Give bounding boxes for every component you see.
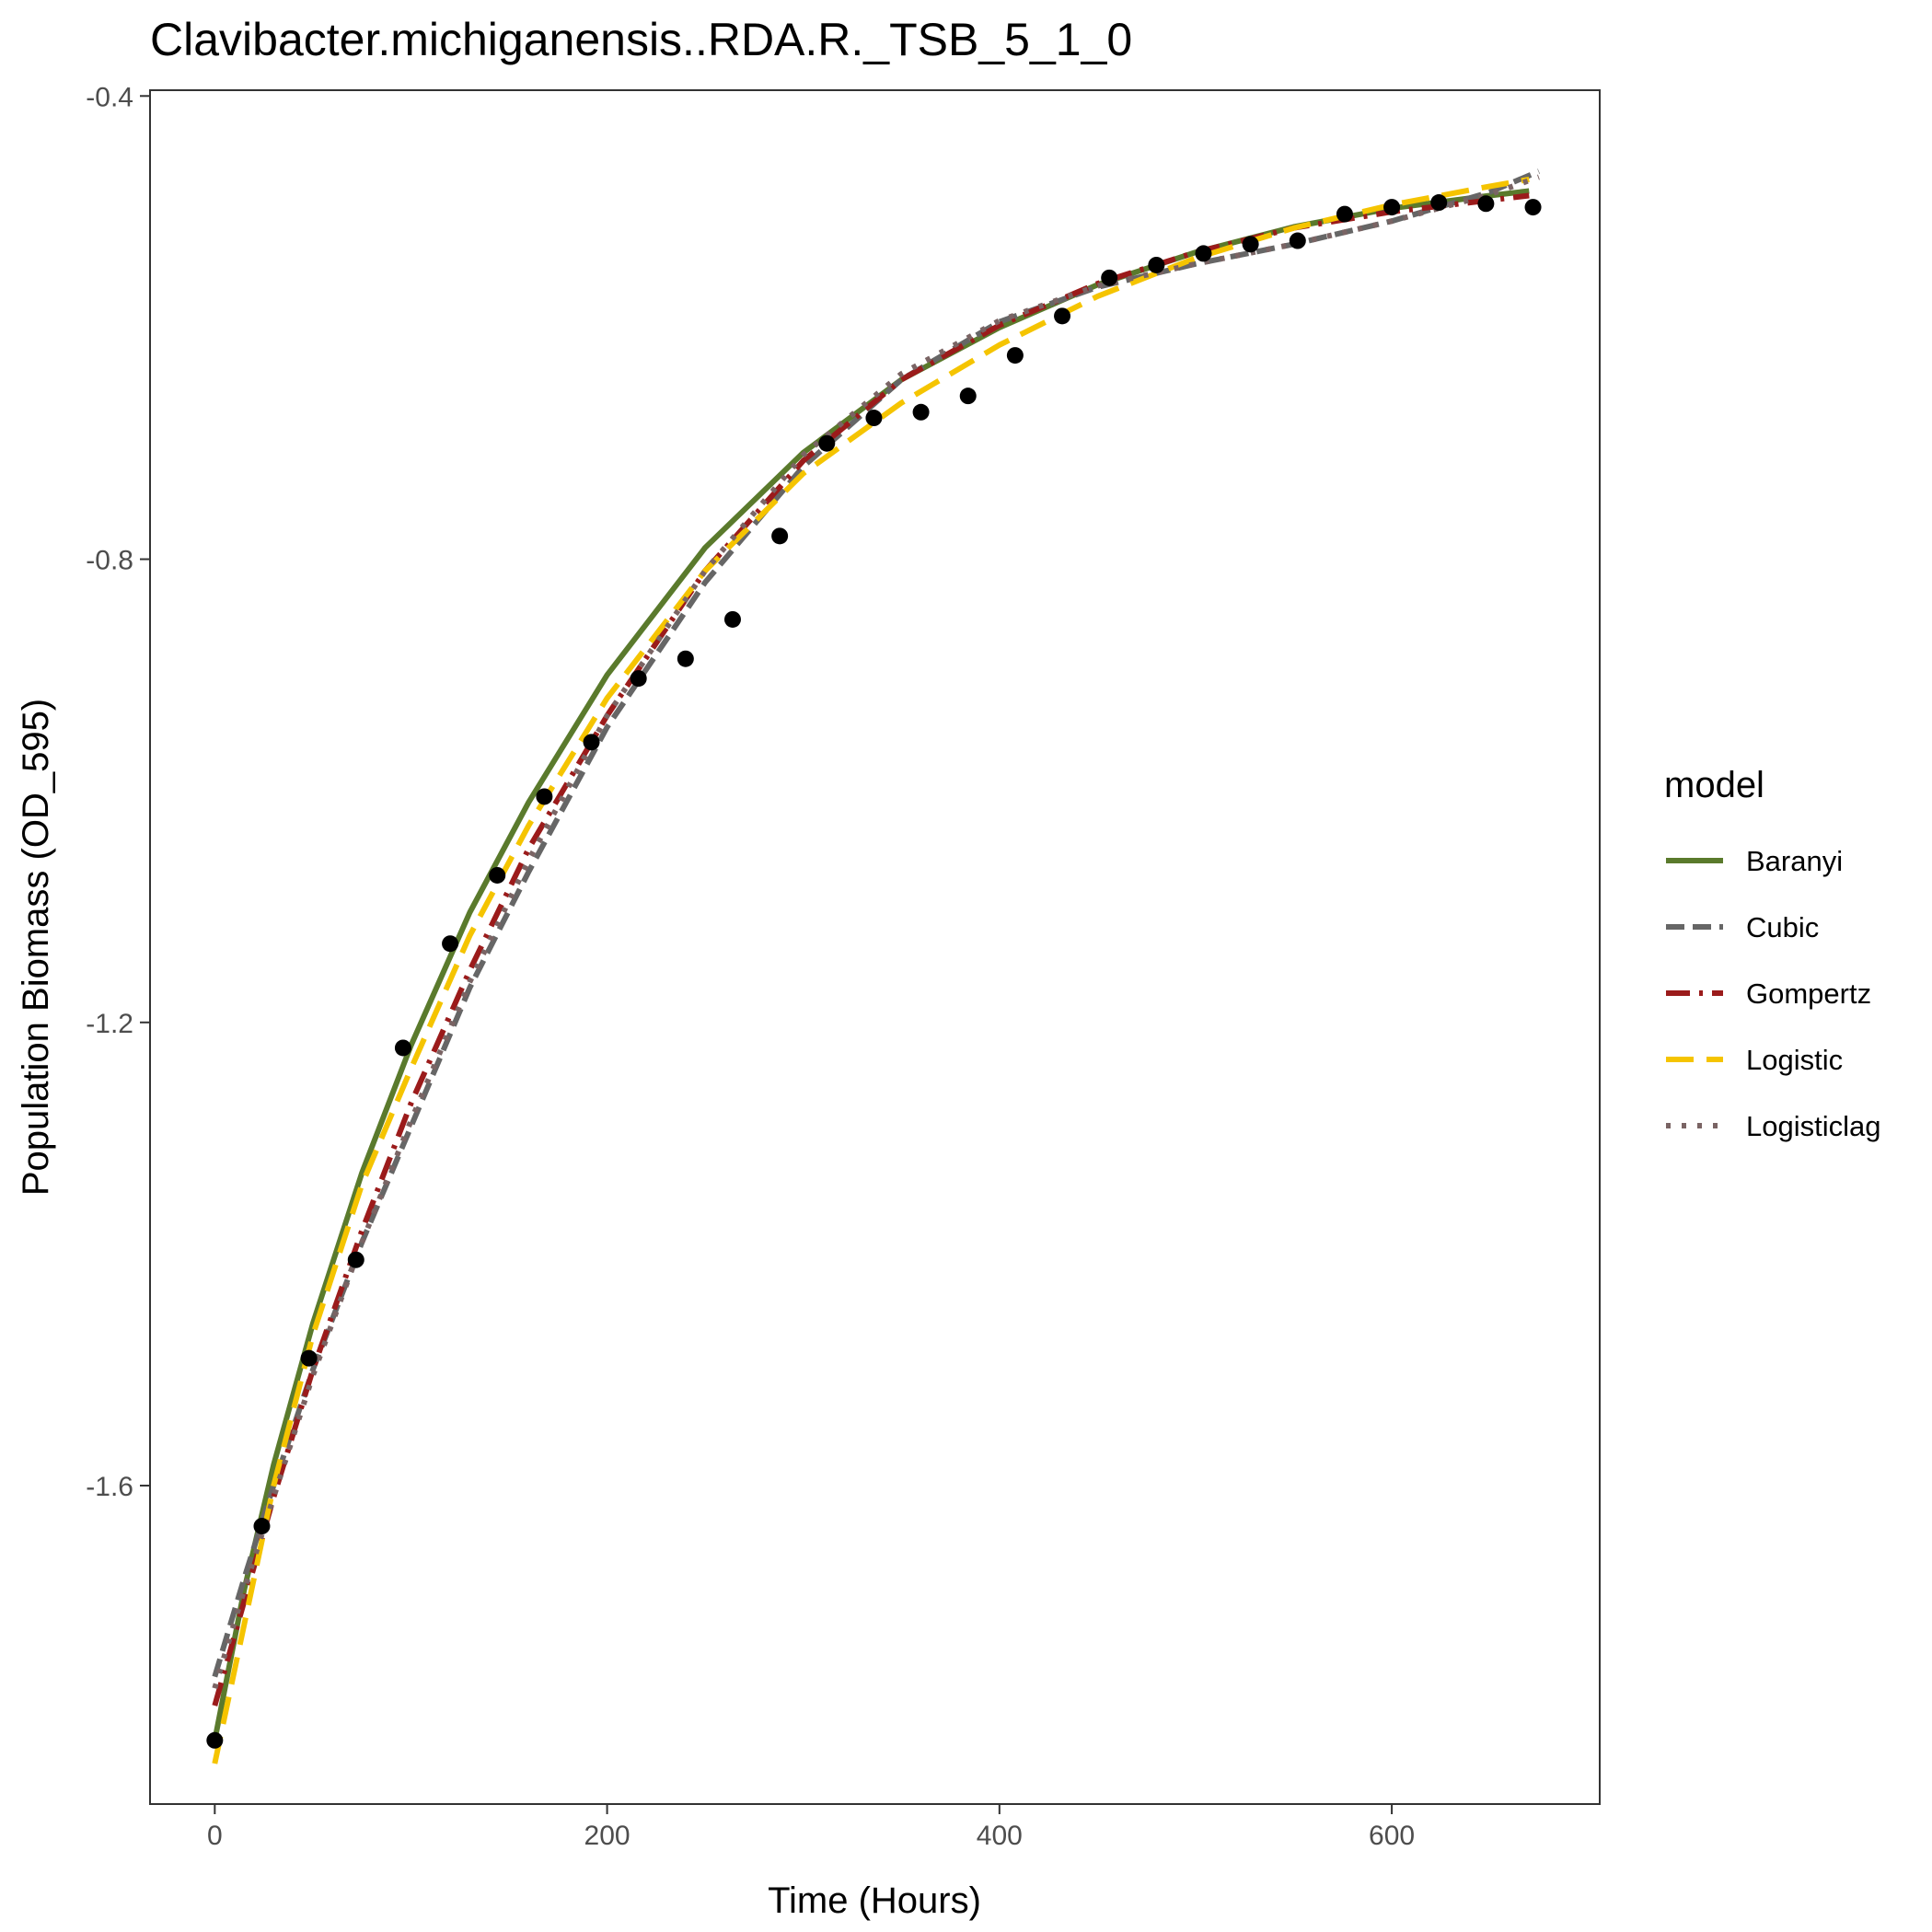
x-tick-label: 200: [584, 1821, 631, 1851]
y-tick-label: -0.8: [86, 546, 133, 576]
data-point: [1383, 199, 1401, 216]
chart-title: Clavibacter.michiganensis..RDA.R._TSB_5_…: [150, 14, 1132, 65]
legend-label-baranyi: Baranyi: [1746, 845, 1843, 877]
y-axis: -1.6 -1.2 -0.8 -0.4: [86, 82, 150, 1502]
data-point: [1289, 232, 1306, 249]
data-point: [1430, 194, 1448, 212]
data-point: [771, 527, 789, 545]
legend-label-logistic: Logistic: [1746, 1044, 1843, 1076]
data-point: [677, 650, 694, 667]
data-point: [347, 1251, 364, 1268]
legend-label-cubic: Cubic: [1746, 911, 1819, 943]
data-point: [206, 1731, 224, 1749]
x-tick-label: 600: [1369, 1821, 1415, 1851]
y-tick-label: -0.4: [86, 82, 133, 112]
legend-label-gompertz: Gompertz: [1746, 978, 1871, 1010]
legend-label-logisticlag: Logisticlag: [1746, 1110, 1880, 1142]
data-point: [1477, 195, 1495, 213]
y-tick-label: -1.2: [86, 1009, 133, 1039]
data-point: [300, 1349, 318, 1367]
data-point: [253, 1518, 271, 1535]
data-point: [394, 1039, 411, 1057]
data-point: [583, 734, 600, 751]
data-point: [1054, 307, 1071, 325]
data-point: [1006, 347, 1024, 364]
data-point: [630, 670, 647, 688]
legend-title: model: [1664, 765, 1764, 805]
data-point: [818, 434, 836, 452]
data-point: [1195, 245, 1212, 262]
x-axis-title: Time (Hours): [768, 1880, 981, 1921]
data-point: [1336, 205, 1353, 223]
data-point: [1524, 199, 1542, 216]
y-axis-title: Population Biomass (OD_595): [16, 699, 56, 1196]
x-tick-label: 0: [207, 1821, 223, 1851]
legend: model Baranyi Cubic Gompertz Logistic Logist…: [1664, 765, 1880, 1142]
data-point: [865, 410, 883, 427]
x-tick-label: 400: [977, 1821, 1023, 1851]
data-point: [536, 788, 553, 805]
plot-area: [149, 89, 1601, 1805]
data-point: [1101, 269, 1118, 286]
series-line-logistic: [212, 176, 1530, 1764]
plot-panel: [149, 89, 1601, 1805]
data-point: [959, 388, 977, 405]
y-tick-label: -1.6: [86, 1472, 133, 1502]
data-point: [442, 935, 459, 953]
legend-items: Baranyi Cubic Gompertz Logistic Logisticlag: [1666, 845, 1880, 1142]
data-point: [912, 403, 930, 421]
x-axis: 0 200 400 600: [207, 1804, 1415, 1851]
data-point: [489, 866, 506, 884]
points-layer: [206, 194, 1542, 1749]
data-point: [723, 610, 741, 628]
data-point: [1242, 236, 1259, 253]
data-point: [1148, 256, 1165, 273]
